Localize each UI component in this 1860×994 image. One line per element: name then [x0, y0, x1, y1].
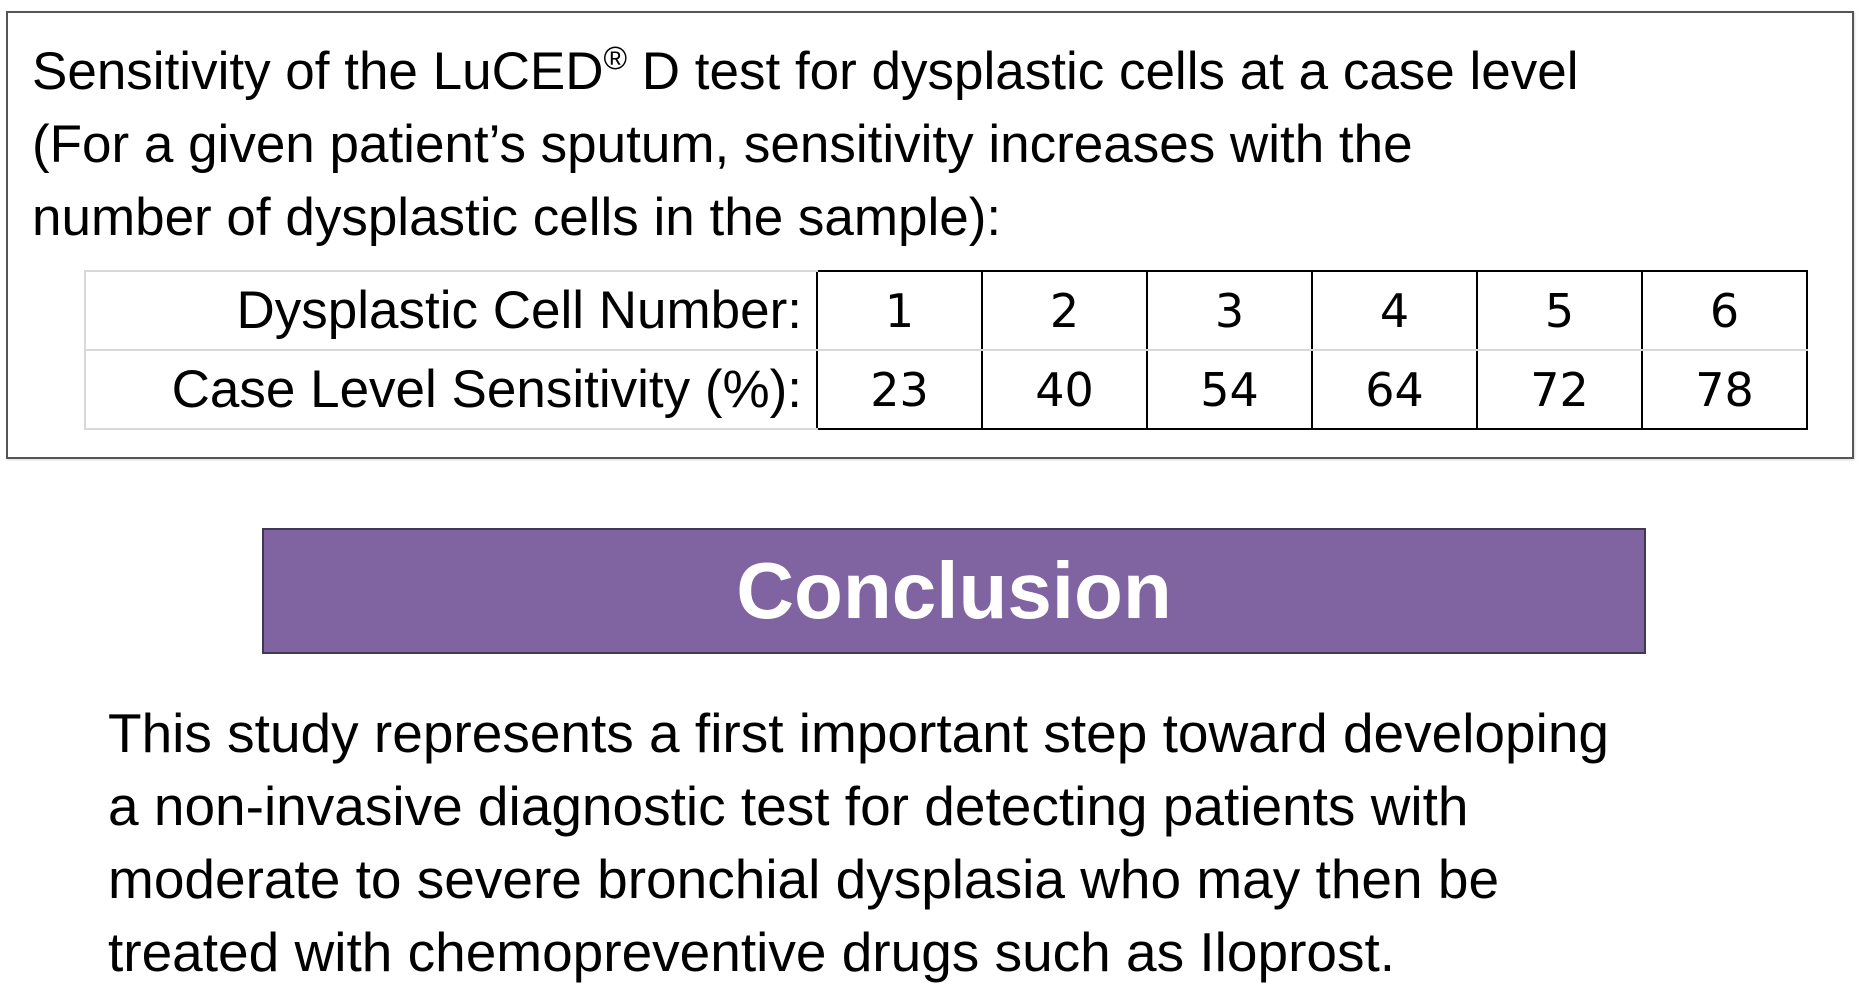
conclusion-line-1: This study represents a first important … [108, 702, 1610, 764]
intro-line-2: (For a given patient’s sputum, sensitivi… [32, 115, 1413, 174]
cell-number-row: Dysplastic Cell Number: 1 2 3 4 5 6 [84, 270, 1808, 351]
sensitivity-table: Dysplastic Cell Number: 1 2 3 4 5 6 Case… [84, 270, 1808, 430]
sensitivity-value: 23 [816, 350, 983, 430]
conclusion-line-4: treated with chemopreventive drugs such … [108, 921, 1396, 983]
cell-number-value: 6 [1641, 270, 1808, 351]
cell-number-value: 4 [1311, 270, 1478, 351]
cell-number-value: 1 [816, 270, 983, 351]
conclusion-heading: Conclusion [262, 528, 1646, 654]
sensitivity-value: 72 [1476, 350, 1643, 430]
conclusion-line-2: a non-invasive diagnostic test for detec… [108, 775, 1469, 837]
sensitivity-value: 64 [1311, 350, 1478, 430]
conclusion-line-3: moderate to severe bronchial dysplasia w… [108, 848, 1500, 910]
cell-number-value: 3 [1146, 270, 1313, 351]
sensitivity-description: Sensitivity of the LuCED® D test for dys… [32, 22, 1832, 254]
sensitivity-value: 78 [1641, 350, 1808, 430]
intro-line-1: Sensitivity of the LuCED® D test for dys… [32, 40, 1579, 101]
sensitivity-results-box [6, 11, 1854, 459]
intro-line-3: number of dysplastic cells in the sample… [32, 188, 1002, 247]
cell-number-value: 5 [1476, 270, 1643, 351]
registered-mark: ® [603, 40, 628, 76]
cell-number-label: Dysplastic Cell Number: [84, 270, 817, 351]
sensitivity-value: 40 [981, 350, 1148, 430]
sensitivity-label: Case Level Sensitivity (%): [84, 349, 817, 430]
conclusion-body: This study represents a first important … [108, 697, 1848, 989]
cell-number-value: 2 [981, 270, 1148, 351]
sensitivity-value: 54 [1146, 350, 1313, 430]
sensitivity-row: Case Level Sensitivity (%): 23 40 54 64 … [84, 349, 1808, 430]
